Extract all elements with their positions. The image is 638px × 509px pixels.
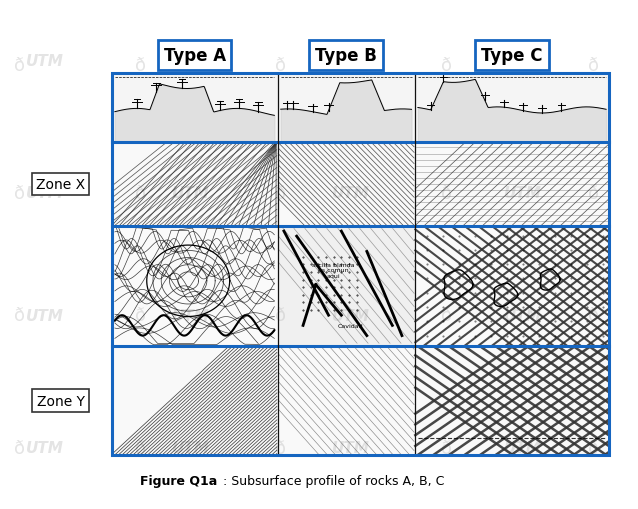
Bar [278,346,415,456]
Bar [112,143,278,227]
Bar [415,346,609,456]
Bar [112,74,609,456]
Text: ð: ð [441,306,452,325]
Text: UTM: UTM [26,308,64,323]
Text: Figure Q1a: Figure Q1a [140,474,217,488]
Bar [415,143,609,227]
Bar [278,227,415,346]
Text: ð: ð [13,306,25,325]
Bar [415,74,609,143]
Text: Type A: Type A [163,47,226,65]
Text: UTM: UTM [26,53,64,69]
Bar [112,346,278,456]
Text: ð: ð [588,184,599,203]
Bar [112,74,278,143]
Text: ð: ð [441,439,452,457]
Text: UTM: UTM [504,440,542,456]
Text: UTM: UTM [504,53,542,69]
Text: Type B: Type B [315,47,377,65]
Text: ð: ð [588,306,599,325]
Text: UTM: UTM [332,308,370,323]
Text: Zone X: Zone X [36,178,85,191]
Text: UTM: UTM [172,308,211,323]
Text: ð: ð [13,184,25,203]
Text: ð: ð [275,306,286,325]
Text: UTM: UTM [172,186,211,201]
Text: ð: ð [275,184,286,203]
Text: UTM: UTM [332,186,370,201]
Text: ð: ð [441,57,452,75]
Text: ð: ð [135,306,146,325]
Text: Type C: Type C [481,47,543,65]
Text: ð: ð [441,184,452,203]
Text: UTM: UTM [172,53,211,69]
Bar [278,74,415,143]
Text: ð: ð [13,439,25,457]
Text: ð: ð [588,439,599,457]
Bar [278,227,415,346]
Bar [112,227,278,346]
Text: Cavidad: Cavidad [338,323,364,328]
Text: ð: ð [135,439,146,457]
Text: UTM: UTM [332,53,370,69]
Text: ð: ð [275,439,286,457]
Bar [415,74,609,143]
Bar [278,143,415,227]
Text: ð: ð [275,57,286,75]
Text: UTM: UTM [172,440,211,456]
Text: UTM: UTM [504,308,542,323]
Bar [415,227,609,346]
Text: UTM: UTM [26,440,64,456]
Bar [278,74,415,143]
Text: ð: ð [135,57,146,75]
Text: UTM: UTM [504,186,542,201]
Text: arcilla blanda
es comun
aqui: arcilla blanda es comun aqui [312,262,355,279]
Text: ð: ð [588,57,599,75]
Text: : Subsurface profile of rocks A, B, C: : Subsurface profile of rocks A, B, C [223,474,445,488]
Text: ð: ð [13,57,25,75]
Text: ð: ð [135,184,146,203]
Bar [112,74,278,143]
Text: Zone Y: Zone Y [36,394,85,408]
Text: UTM: UTM [332,440,370,456]
Text: UTM: UTM [26,186,64,201]
